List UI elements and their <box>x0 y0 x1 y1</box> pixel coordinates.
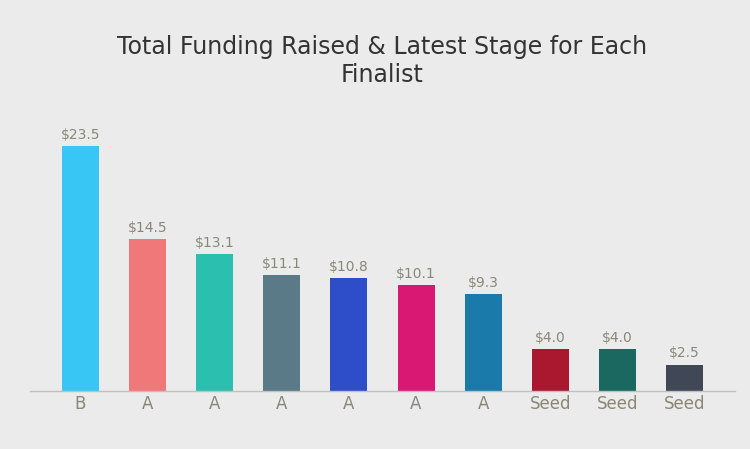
Bar <box>196 254 233 391</box>
Text: $9.3: $9.3 <box>468 276 499 290</box>
Bar <box>331 278 368 391</box>
Text: $4.0: $4.0 <box>535 331 566 345</box>
Title: Total Funding Raised & Latest Stage for Each
Finalist: Total Funding Raised & Latest Stage for … <box>118 35 647 87</box>
Text: $10.1: $10.1 <box>396 267 436 281</box>
Text: $4.0: $4.0 <box>602 331 633 345</box>
Text: $14.5: $14.5 <box>128 221 167 235</box>
Text: $11.1: $11.1 <box>262 257 302 271</box>
Bar <box>666 365 703 391</box>
Text: $13.1: $13.1 <box>195 236 235 250</box>
Bar <box>465 294 502 391</box>
Text: $23.5: $23.5 <box>61 128 100 141</box>
Bar <box>599 349 636 391</box>
Text: $10.8: $10.8 <box>329 260 369 274</box>
Bar <box>398 286 434 391</box>
Bar <box>62 145 99 391</box>
Bar <box>129 239 166 391</box>
Bar <box>532 349 568 391</box>
Bar <box>263 275 300 391</box>
Text: $2.5: $2.5 <box>669 346 700 361</box>
